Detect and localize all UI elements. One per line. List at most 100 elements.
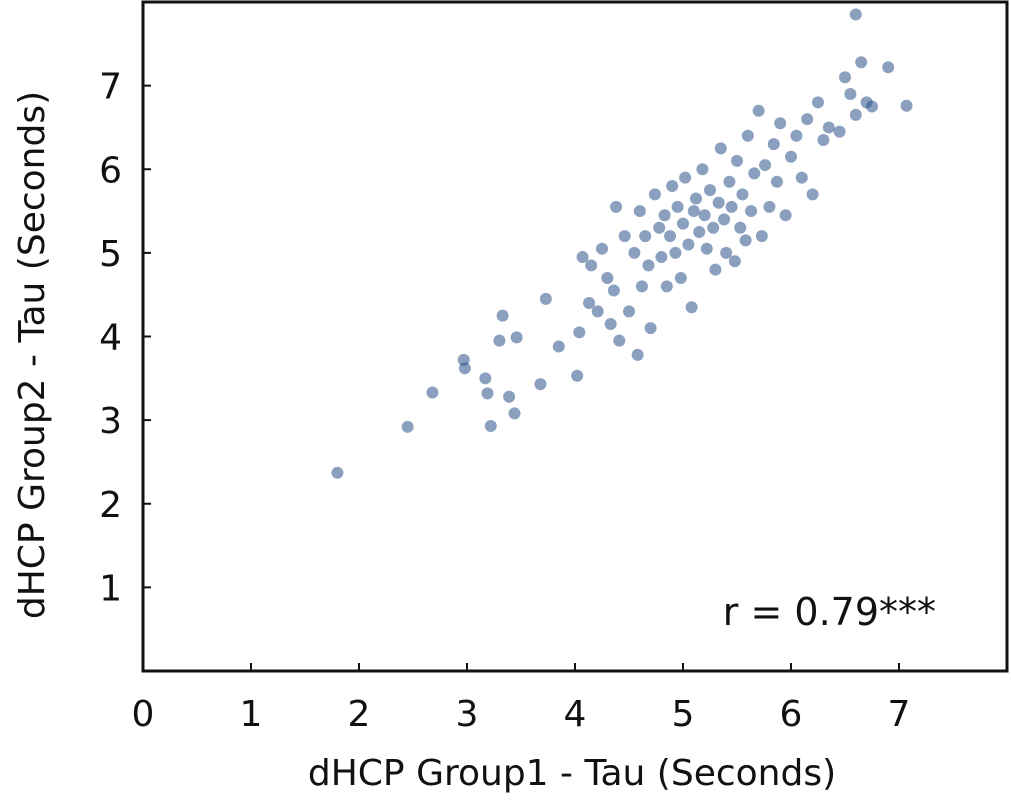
data-point (801, 113, 814, 126)
data-point (508, 407, 521, 420)
data-point (618, 230, 631, 243)
data-point (613, 334, 626, 347)
y-tick-label: 5 (99, 234, 122, 275)
data-point (623, 305, 635, 318)
data-point (755, 230, 768, 243)
data-point (573, 326, 586, 339)
data-point (576, 251, 589, 264)
data-point (806, 188, 819, 201)
data-point (426, 386, 439, 399)
x-axis-ticks: 0 1 2 3 4 5 6 7 (132, 663, 911, 735)
data-point (770, 175, 783, 188)
data-point (571, 369, 584, 382)
data-point (779, 209, 792, 222)
y-tick-label: 7 (99, 67, 122, 108)
data-point (660, 280, 673, 293)
data-point (745, 205, 758, 218)
data-point (767, 138, 780, 151)
x-tick-label: 1 (240, 694, 263, 735)
data-point (633, 205, 646, 218)
data-point (759, 159, 772, 172)
data-point (631, 348, 644, 361)
data-point (720, 246, 733, 259)
data-point (644, 322, 657, 335)
data-point (817, 133, 830, 146)
data-point (539, 292, 552, 305)
y-axis-ticks: 1 2 3 4 5 6 7 (99, 67, 151, 609)
data-point (493, 334, 506, 347)
data-point (748, 167, 761, 180)
data-point (900, 99, 913, 112)
y-tick-label: 3 (99, 401, 122, 442)
data-point (591, 305, 604, 318)
plot-frame (141, 0, 1009, 673)
data-point (693, 225, 706, 238)
data-point (503, 390, 516, 403)
data-point (685, 301, 698, 314)
data-point (677, 217, 689, 230)
data-point (712, 196, 725, 209)
data-point (604, 317, 617, 330)
data-point (795, 171, 808, 184)
data-point (741, 129, 754, 142)
correlation-annotation: r = 0.79*** (723, 590, 936, 634)
data-point (552, 340, 565, 353)
data-point (736, 188, 749, 201)
data-point (763, 200, 776, 213)
data-point (822, 121, 835, 134)
data-point (628, 246, 641, 259)
x-tick-label: 2 (348, 694, 371, 735)
data-point (833, 125, 846, 138)
data-point (596, 242, 608, 255)
data-points (331, 8, 913, 479)
data-point (601, 271, 614, 284)
data-point (458, 362, 471, 375)
data-point (849, 108, 862, 121)
data-point (882, 61, 895, 74)
data-point (785, 150, 797, 163)
data-point (669, 246, 682, 259)
x-tick-label: 7 (888, 694, 911, 735)
data-point (682, 238, 695, 251)
x-tick-label: 0 (132, 694, 155, 735)
data-point (496, 309, 509, 322)
data-point (734, 221, 747, 234)
x-tick-label: 5 (672, 694, 695, 735)
data-point (479, 372, 492, 385)
data-point (718, 213, 731, 226)
data-point (639, 230, 652, 243)
data-point (839, 71, 851, 84)
y-tick-label: 4 (99, 318, 122, 359)
data-point (635, 280, 648, 293)
data-point (674, 271, 687, 284)
data-point (855, 56, 868, 69)
data-point (790, 129, 803, 142)
data-point (700, 242, 713, 255)
data-point (687, 205, 700, 218)
data-point (774, 117, 787, 130)
data-point (534, 378, 547, 391)
x-tick-label: 4 (564, 694, 587, 735)
y-tick-label: 1 (99, 568, 122, 609)
data-point (728, 255, 741, 268)
data-point (401, 420, 414, 433)
data-point (707, 221, 720, 234)
data-point (844, 87, 857, 100)
y-axis-label: dHCP Group2 - Tau (Seconds) (12, 91, 53, 619)
data-point (666, 179, 679, 192)
data-point (610, 200, 623, 213)
x-axis-label: dHCP Group1 - Tau (Seconds) (308, 753, 836, 794)
x-tick-label: 3 (456, 694, 479, 735)
data-point (484, 419, 497, 432)
y-tick-label: 2 (99, 485, 122, 526)
data-point (709, 263, 722, 276)
data-point (648, 188, 661, 201)
x-tick-label: 6 (780, 694, 803, 735)
data-point (812, 96, 824, 109)
data-point (642, 259, 655, 272)
data-point (689, 192, 702, 205)
data-point (658, 209, 671, 222)
data-point (510, 331, 523, 344)
data-point (866, 100, 878, 113)
